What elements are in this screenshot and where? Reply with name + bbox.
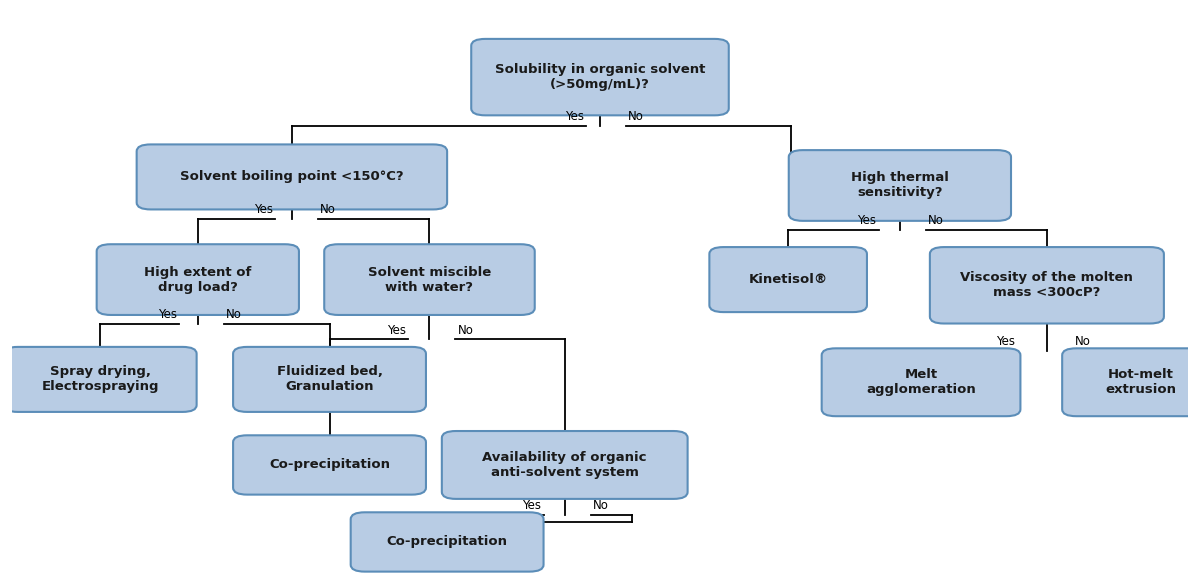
FancyBboxPatch shape [4, 347, 197, 412]
FancyBboxPatch shape [233, 347, 426, 412]
Text: Yes: Yes [996, 335, 1015, 348]
FancyBboxPatch shape [930, 247, 1164, 324]
FancyBboxPatch shape [442, 431, 688, 499]
Text: Yes: Yes [254, 203, 274, 216]
FancyBboxPatch shape [324, 244, 535, 315]
Text: Co-precipitation: Co-precipitation [386, 535, 508, 548]
Text: Availability of organic
anti-solvent system: Availability of organic anti-solvent sys… [482, 451, 647, 479]
Text: Co-precipitation: Co-precipitation [269, 459, 390, 471]
Text: No: No [320, 203, 336, 216]
Text: No: No [928, 214, 944, 227]
FancyBboxPatch shape [233, 435, 426, 495]
Text: High extent of
drug load?: High extent of drug load? [144, 265, 252, 293]
Text: No: No [457, 324, 474, 336]
FancyBboxPatch shape [137, 144, 448, 210]
Text: Spray drying,
Electrospraying: Spray drying, Electrospraying [42, 365, 158, 393]
Text: Yes: Yes [157, 308, 176, 321]
FancyBboxPatch shape [1062, 348, 1200, 416]
Text: No: No [593, 499, 608, 512]
Text: Solubility in organic solvent
(>50mg/mL)?: Solubility in organic solvent (>50mg/mL)… [494, 63, 706, 91]
Text: Hot-melt
extrusion: Hot-melt extrusion [1105, 368, 1176, 396]
Text: Kinetisol®: Kinetisol® [749, 273, 828, 286]
Text: High thermal
sensitivity?: High thermal sensitivity? [851, 172, 949, 200]
FancyBboxPatch shape [788, 150, 1012, 221]
Text: Viscosity of the molten
mass <300cP?: Viscosity of the molten mass <300cP? [960, 271, 1133, 299]
Text: Yes: Yes [857, 214, 876, 227]
Text: No: No [226, 308, 242, 321]
FancyBboxPatch shape [97, 244, 299, 315]
Text: Yes: Yes [564, 110, 583, 123]
Text: Melt
agglomeration: Melt agglomeration [866, 368, 976, 396]
Text: Yes: Yes [522, 499, 541, 512]
Text: No: No [1075, 335, 1091, 348]
FancyBboxPatch shape [472, 39, 728, 115]
FancyBboxPatch shape [709, 247, 866, 312]
FancyBboxPatch shape [350, 512, 544, 572]
Text: Solvent miscible
with water?: Solvent miscible with water? [368, 265, 491, 293]
FancyBboxPatch shape [822, 348, 1020, 416]
Text: No: No [629, 110, 644, 123]
Text: Yes: Yes [386, 324, 406, 336]
Text: Solvent boiling point <150°C?: Solvent boiling point <150°C? [180, 171, 403, 183]
Text: Fluidized bed,
Granulation: Fluidized bed, Granulation [276, 365, 383, 393]
